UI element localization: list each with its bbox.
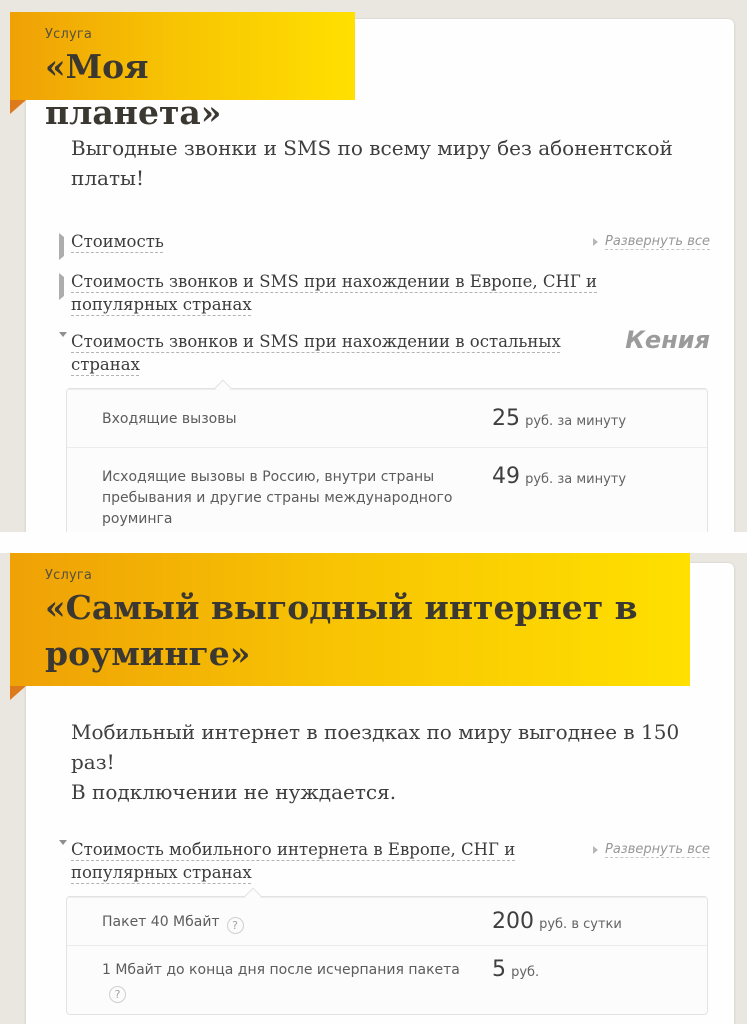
- service-tag: Услуга: [45, 27, 93, 42]
- service-description: Мобильный интернет в поездках по миру вы…: [71, 717, 710, 807]
- chevron-right-icon: [59, 270, 71, 316]
- help-icon[interactable]: ?: [226, 917, 244, 934]
- price-unit: руб.: [511, 965, 540, 980]
- service-tag: Услуга: [45, 568, 93, 583]
- description-line: В подключении не нуждается.: [71, 780, 397, 804]
- section-link-internet-europe[interactable]: Стоимость мобильного интернета в Европе,…: [59, 838, 593, 884]
- expand-all-link[interactable]: Развернуть все: [593, 838, 710, 857]
- section-link-label: Стоимость: [71, 232, 164, 251]
- row-price: 25 руб. за минуту: [492, 406, 687, 431]
- price-unit: руб. за минуту: [525, 472, 627, 487]
- pricing-table-internet-europe: Пакет 40 Мбайт? 200 руб. в сутки 1 Мбайт…: [66, 887, 708, 1015]
- service-banner: Услуга «Моя планета»: [10, 12, 355, 132]
- row-label: Пакет 40 Мбайт?: [102, 909, 492, 934]
- row-price: 5 руб.: [492, 957, 687, 982]
- service-card-my-planet-section: Выгодные звонки и SMS по всему миру без …: [10, 12, 735, 532]
- service-banner: Услуга «Самый выгодный интернет в роумин…: [10, 553, 690, 686]
- price-value: 200: [492, 909, 534, 934]
- banner-fold: [10, 100, 26, 114]
- price-unit: руб. за минуту: [525, 414, 627, 429]
- section-link-label: Стоимость звонков и SMS при нахождении в…: [71, 332, 561, 374]
- section-link-other-countries[interactable]: Стоимость звонков и SMS при нахождении в…: [59, 330, 607, 376]
- price-value: 5: [492, 957, 506, 982]
- section-link-cost[interactable]: Стоимость: [59, 230, 164, 260]
- service-title: «Самый выгодный интернет в роуминге»: [45, 588, 638, 673]
- row-label: 1 Мбайт до конца дня после исчерпания па…: [102, 957, 492, 1003]
- row-label: Исходящие вызовы в Россию, внутри страны…: [102, 469, 453, 527]
- service-description: Выгодные звонки и SMS по всему миру без …: [71, 136, 673, 190]
- table-row: Входящие вызовы 25 руб. за минуту: [67, 389, 707, 447]
- row-price: 200 руб. в сутки: [492, 909, 687, 934]
- expand-all-label: Развернуть все: [605, 842, 710, 857]
- expand-all-link[interactable]: Развернуть все: [593, 230, 710, 249]
- price-value: 25: [492, 406, 520, 431]
- chevron-right-icon: [593, 845, 598, 854]
- banner-fold: [10, 686, 26, 700]
- section-link-label: Стоимость мобильного интернета в Европе,…: [71, 840, 516, 882]
- service-card-roaming-internet-section: Мобильный интернет в поездках по миру вы…: [0, 532, 747, 1024]
- pricing-table-other-countries: Входящие вызовы 25 руб. за минуту Исходя…: [66, 379, 708, 532]
- chevron-down-icon: [59, 838, 71, 884]
- screenshot-seam: [0, 532, 747, 553]
- chevron-right-icon: [59, 230, 71, 260]
- section-link-label: Стоимость звонков и SMS при нахождении в…: [71, 272, 598, 314]
- table-row: 1 Мбайт до конца дня после исчерпания па…: [67, 945, 707, 1014]
- service-title: «Моя планета»: [45, 47, 222, 132]
- table-row: Исходящие вызовы в Россию, внутри страны…: [67, 447, 707, 532]
- chevron-right-icon: [593, 237, 598, 246]
- service-card-my-planet: Выгодные звонки и SMS по всему миру без …: [25, 18, 735, 532]
- description-line: Мобильный интернет в поездках по миру вы…: [71, 720, 680, 774]
- row-label: Входящие вызовы: [102, 411, 237, 427]
- table-row: Пакет 40 Мбайт? 200 руб. в сутки: [67, 897, 707, 945]
- price-value: 49: [492, 464, 520, 489]
- price-unit: руб. в сутки: [539, 917, 622, 932]
- row-label-text: 1 Мбайт до конца дня после исчерпания па…: [102, 962, 460, 978]
- row-price: 49 руб. за минуту: [492, 464, 687, 489]
- help-icon[interactable]: ?: [109, 986, 126, 1003]
- row-label-text: Пакет 40 Мбайт: [102, 914, 220, 930]
- chevron-down-icon: [59, 330, 71, 376]
- expand-all-label: Развернуть все: [605, 234, 710, 249]
- section-link-europe-cis[interactable]: Стоимость звонков и SMS при нахождении в…: [59, 270, 651, 316]
- selected-country-label: Кения: [625, 326, 710, 354]
